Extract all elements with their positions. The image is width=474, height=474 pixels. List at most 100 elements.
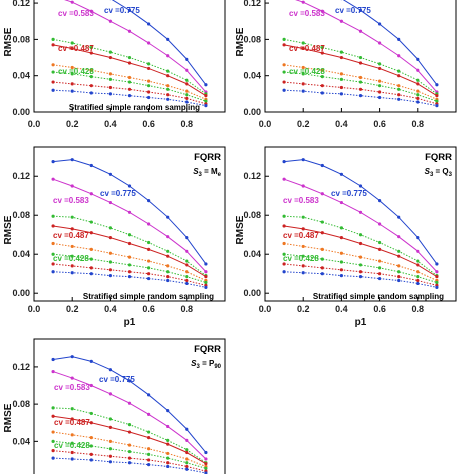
data-point	[416, 278, 420, 283]
data-point	[108, 55, 112, 60]
data-point	[301, 184, 305, 188]
data-point	[108, 268, 112, 272]
data-point	[435, 275, 439, 279]
data-point	[127, 461, 132, 465]
chart-panel-5: 0.04 0.08 0.12 RMSE cv =0.583 cv =0.775 cv =0.…	[3, 338, 226, 474]
data-point	[127, 456, 132, 460]
y-tick-label: 0.00	[12, 107, 30, 117]
data-point	[339, 274, 343, 278]
data-point	[108, 251, 112, 255]
plot-frame	[264, 0, 457, 113]
data-point	[70, 215, 74, 219]
data-point	[339, 85, 343, 90]
y-axis-label: RMSE	[3, 27, 14, 56]
data-point	[89, 383, 93, 388]
data-point	[147, 266, 151, 270]
data-point	[127, 401, 132, 405]
data-point	[89, 458, 93, 462]
data-point	[89, 45, 93, 50]
data-point	[358, 94, 363, 98]
cv-annotation: cv =0.583	[53, 196, 89, 205]
chart-panel-2: 0.00 0.04 0.08 0.12 0.0 0.2 0.4 0.6 0.8 RMSE cv =0…	[235, 0, 457, 129]
data-point	[185, 281, 189, 286]
data-point	[185, 448, 189, 452]
data-point	[320, 68, 324, 72]
y-tick-label: 0.08	[243, 210, 261, 220]
data-point	[416, 78, 420, 82]
series-line-5	[284, 64, 438, 100]
data-point	[378, 259, 382, 263]
data-point	[282, 252, 286, 256]
cv-annotation: cv =0.583	[289, 9, 325, 18]
x-tick-label: 0.6	[142, 304, 155, 314]
data-point	[416, 263, 420, 267]
plot-frame	[33, 338, 226, 474]
cv-annotation: cv =0.775	[100, 189, 136, 198]
data-point	[339, 268, 343, 272]
data-point	[51, 449, 55, 453]
data-point	[378, 66, 382, 71]
data-point	[282, 177, 286, 181]
cv-annotation: cv =0.487	[58, 44, 94, 53]
data-point	[166, 74, 170, 78]
data-point	[89, 192, 93, 196]
cv-annotation: cv =0.583	[54, 383, 90, 392]
data-point	[108, 85, 112, 90]
data-point	[358, 61, 363, 65]
y-axis-label: RMSE	[235, 215, 246, 244]
data-point	[204, 462, 208, 466]
data-point	[378, 266, 382, 270]
data-point	[166, 37, 170, 41]
data-point	[51, 439, 55, 443]
data-point	[397, 87, 401, 91]
data-point	[127, 449, 132, 454]
data-point	[204, 104, 208, 108]
series-line-7	[284, 81, 438, 105]
data-point	[185, 236, 189, 240]
x-tick-label: 0.2	[66, 119, 79, 129]
series-line-3	[284, 215, 438, 277]
series-line-5	[53, 64, 207, 100]
data-point	[127, 61, 132, 65]
data-point	[166, 442, 170, 446]
data-point	[70, 450, 74, 455]
data-point	[204, 466, 208, 470]
data-point	[147, 436, 151, 440]
data-point	[397, 264, 401, 268]
data-point	[147, 199, 151, 203]
data-point	[320, 51, 324, 55]
series-line-3	[53, 407, 207, 464]
x-tick-label: 0.0	[259, 119, 272, 129]
data-point	[147, 458, 151, 462]
data-point	[166, 456, 170, 460]
cv-annotation: cv =0.487	[54, 418, 90, 427]
series-line-7	[53, 450, 207, 472]
data-point	[339, 226, 343, 230]
data-point	[378, 272, 382, 276]
series-line-3	[53, 215, 207, 277]
data-point	[108, 77, 112, 81]
data-point	[51, 177, 55, 181]
data-point	[51, 63, 55, 67]
data-point	[185, 89, 189, 93]
data-point	[301, 271, 305, 275]
data-point	[108, 72, 112, 76]
x-axis-label: p1	[124, 317, 136, 328]
data-point	[51, 224, 55, 228]
x-tick-label: 0.4	[335, 304, 348, 314]
data-point	[358, 184, 363, 188]
cv-annotation: cv =0.428	[58, 67, 94, 76]
data-point	[301, 244, 305, 249]
data-point	[378, 222, 382, 226]
data-point	[108, 50, 112, 54]
x-tick-label: 0.4	[104, 119, 117, 129]
data-point	[301, 227, 305, 231]
sampling-caption: Stratified simple random sampling	[83, 292, 214, 301]
data-point	[378, 22, 382, 26]
data-point	[301, 215, 305, 219]
data-point	[320, 220, 324, 224]
data-point	[339, 200, 343, 205]
data-point	[339, 19, 343, 23]
data-point	[301, 46, 305, 51]
